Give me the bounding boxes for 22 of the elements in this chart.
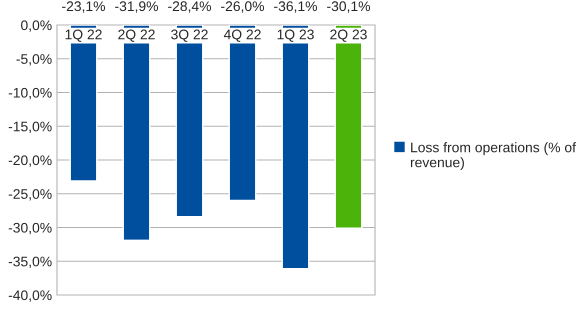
y-tick-label: -40,0% (8, 290, 52, 302)
data-label: -26,0% (221, 1, 264, 13)
y-tick-label: -5,0% (16, 54, 52, 66)
data-label: -30,1% (327, 1, 370, 13)
y-tick-label: -20,0% (8, 155, 52, 167)
y-tick-label: -15,0% (8, 122, 52, 134)
x-tick-label: 2Q 23 (330, 30, 367, 42)
x-tick-label: 1Q 22 (66, 30, 102, 42)
data-label: -31,9% (115, 1, 158, 13)
y-tick-label: -30,0% (8, 222, 52, 234)
x-tick-label: 1Q 23 (278, 30, 314, 42)
data-label: -36,1% (274, 1, 318, 13)
data-label: -23,1% (62, 1, 106, 13)
x-tick-label: 3Q 22 (171, 30, 208, 42)
y-tick-label: -10,0% (8, 88, 52, 100)
y-tick-label: -25,0% (8, 189, 52, 201)
y-tick-label: 0,0% (21, 20, 52, 32)
x-tick-label: 2Q 22 (118, 30, 155, 42)
data-label: -28,4% (168, 1, 212, 13)
y-tick-label: -35,0% (8, 256, 52, 268)
legend-label: Loss from operations (% of revenue) (410, 142, 576, 170)
x-tick-label: 4Q 22 (224, 30, 261, 42)
